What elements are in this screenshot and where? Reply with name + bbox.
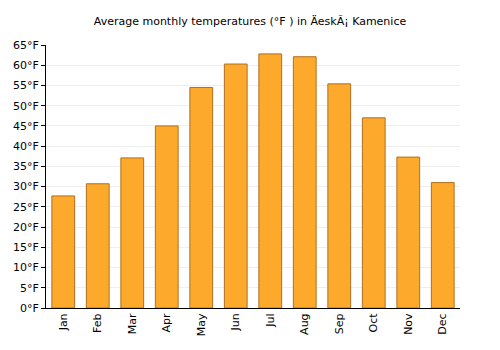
svg-text:Average monthly temperatures (: Average monthly temperatures (°F ) in Äe…: [94, 15, 407, 28]
svg-text:May: May: [195, 313, 208, 336]
svg-text:15°F: 15°F: [13, 241, 39, 254]
svg-text:0°F: 0°F: [20, 302, 39, 315]
svg-text:Oct: Oct: [367, 313, 380, 333]
svg-text:Feb: Feb: [91, 313, 104, 332]
svg-text:40°F: 40°F: [13, 140, 39, 153]
svg-text:10°F: 10°F: [13, 261, 39, 274]
svg-text:50°F: 50°F: [13, 100, 39, 113]
svg-text:Dec: Dec: [436, 313, 449, 334]
svg-text:Jul: Jul: [264, 313, 277, 327]
svg-text:60°F: 60°F: [13, 59, 39, 72]
svg-text:Jun: Jun: [229, 313, 242, 331]
svg-text:65°F: 65°F: [13, 39, 39, 52]
svg-text:35°F: 35°F: [13, 160, 39, 173]
svg-text:30°F: 30°F: [13, 180, 39, 193]
svg-text:5°F: 5°F: [20, 282, 39, 295]
svg-text:Jan: Jan: [57, 313, 70, 331]
svg-text:55°F: 55°F: [13, 79, 39, 92]
svg-text:Nov: Nov: [402, 313, 415, 335]
svg-text:Aug: Aug: [298, 313, 311, 334]
svg-text:Apr: Apr: [160, 313, 173, 333]
svg-text:Sep: Sep: [333, 313, 346, 334]
svg-text:Mar: Mar: [126, 313, 139, 334]
svg-text:20°F: 20°F: [13, 221, 39, 234]
svg-text:45°F: 45°F: [13, 120, 39, 133]
svg-text:25°F: 25°F: [13, 201, 39, 214]
